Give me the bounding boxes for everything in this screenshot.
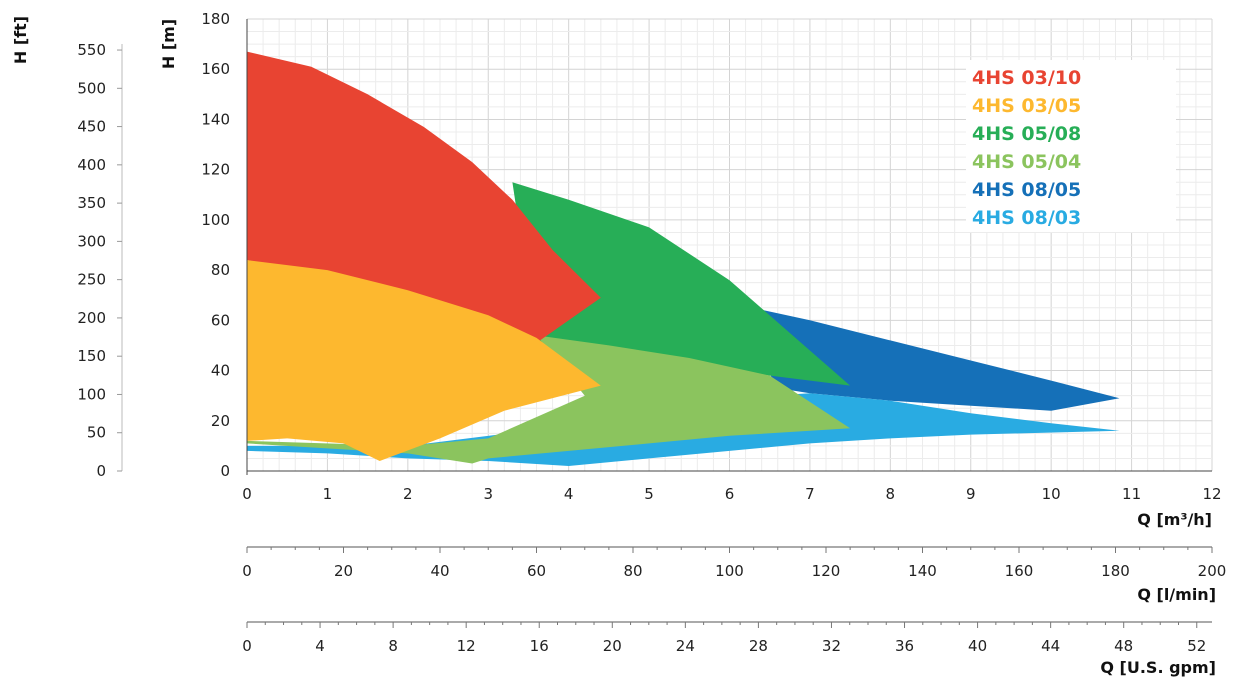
x-tick-label-gpm: 20 xyxy=(603,637,622,655)
x-tick-label-gpm: 12 xyxy=(457,637,476,655)
y-axis-title-feet: H [ft] xyxy=(11,16,30,64)
legend-item: 4HS 08/05 xyxy=(972,179,1081,201)
x-tick-label-gpm: 24 xyxy=(676,637,695,655)
x-tick-label-gpm: 36 xyxy=(895,637,914,655)
y-tick-label-ft: 450 xyxy=(77,118,106,136)
y-tick-label-ft: 50 xyxy=(87,424,106,442)
legend-item: 4HS 03/05 xyxy=(972,95,1081,117)
x-tick-label-lmin: 100 xyxy=(715,562,744,580)
x-tick-label-m3h: 3 xyxy=(483,485,493,503)
curve-area-4hs-03-10 xyxy=(247,51,601,343)
y-tick-label-m: 100 xyxy=(201,211,230,229)
y-tick-label-m: 180 xyxy=(201,10,230,28)
x-tick-label-gpm: 4 xyxy=(315,637,325,655)
y-tick-label-m: 160 xyxy=(201,60,230,78)
y-tick-label-ft: 0 xyxy=(96,462,106,480)
x-tick-label-gpm: 40 xyxy=(968,637,987,655)
y-tick-label-ft: 250 xyxy=(77,271,106,289)
x-tick-label-gpm: 32 xyxy=(822,637,841,655)
y-tick-label-m: 60 xyxy=(211,311,230,329)
legend-item: 4HS 03/10 xyxy=(972,67,1081,89)
x-tick-label-m3h: 4 xyxy=(564,485,574,503)
x-tick-label-m3h: 2 xyxy=(403,485,413,503)
y-tick-label-m: 20 xyxy=(211,412,230,430)
x-tick-label-gpm: 44 xyxy=(1041,637,1060,655)
x-tick-label-m3h: 8 xyxy=(886,485,896,503)
x-tick-label-lmin: 80 xyxy=(623,562,642,580)
y-tick-label-ft: 150 xyxy=(77,347,106,365)
y-tick-label-ft: 400 xyxy=(77,156,106,174)
x-tick-label-lmin: 180 xyxy=(1101,562,1130,580)
curve-area-4hs-03-05 xyxy=(247,260,601,461)
curve-area-4hs-05-04 xyxy=(247,335,851,464)
x-tick-label-m3h: 12 xyxy=(1202,485,1221,503)
x-tick-label-lmin: 120 xyxy=(812,562,841,580)
x-tick-label-gpm: 52 xyxy=(1187,637,1206,655)
x-tick-label-m3h: 10 xyxy=(1042,485,1061,503)
y-tick-label-m: 80 xyxy=(211,261,230,279)
curve-area-4hs-05-08 xyxy=(512,182,851,386)
x-axis-title-m3h: Q [m³/h] xyxy=(1137,510,1212,529)
y-tick-label-m: 120 xyxy=(201,161,230,179)
x-axis-title-lmin: Q [l/min] xyxy=(1137,585,1216,604)
legend-item: 4HS 08/03 xyxy=(972,207,1081,229)
y-tick-label-ft: 550 xyxy=(77,41,106,59)
x-tick-label-m3h: 1 xyxy=(323,485,333,503)
x-tick-label-m3h: 9 xyxy=(966,485,976,503)
tick-labels: 0204060801001201401601800501001502002503… xyxy=(77,10,1226,655)
x-tick-label-m3h: 11 xyxy=(1122,485,1141,503)
y-tick-label-m: 40 xyxy=(211,362,230,380)
y-tick-label-m: 0 xyxy=(220,462,230,480)
y-tick-label-ft: 200 xyxy=(77,309,106,327)
y-tick-label-ft: 500 xyxy=(77,79,106,97)
y-tick-label-m: 140 xyxy=(201,110,230,128)
x-tick-label-lmin: 60 xyxy=(527,562,546,580)
chart-axes xyxy=(117,19,1213,628)
x-tick-label-m3h: 7 xyxy=(805,485,815,503)
legend-item: 4HS 05/08 xyxy=(972,123,1081,145)
x-tick-label-gpm: 16 xyxy=(530,637,549,655)
x-tick-label-lmin: 0 xyxy=(242,562,252,580)
x-axis-title-gpm: Q [U.S. gpm] xyxy=(1100,658,1216,677)
x-tick-label-lmin: 20 xyxy=(334,562,353,580)
legend-item: 4HS 05/04 xyxy=(972,151,1081,173)
x-tick-label-m3h: 0 xyxy=(242,485,252,503)
pump-curve-areas xyxy=(247,51,1120,466)
x-tick-label-gpm: 0 xyxy=(242,637,252,655)
x-tick-label-lmin: 40 xyxy=(430,562,449,580)
x-tick-label-lmin: 200 xyxy=(1198,562,1227,580)
x-tick-label-lmin: 140 xyxy=(908,562,937,580)
y-tick-label-ft: 350 xyxy=(77,194,106,212)
y-tick-label-ft: 100 xyxy=(77,385,106,403)
chart-legend: 4HS 03/10 4HS 03/05 4HS 05/08 4HS 05/04 4HS … xyxy=(966,60,1176,232)
y-axis-title-meters: H [m] xyxy=(159,19,178,69)
legend-background xyxy=(966,60,1176,232)
x-tick-label-m3h: 6 xyxy=(725,485,735,503)
x-tick-label-gpm: 28 xyxy=(749,637,768,655)
x-tick-label-lmin: 160 xyxy=(1005,562,1034,580)
x-tick-label-m3h: 5 xyxy=(644,485,654,503)
x-tick-label-gpm: 8 xyxy=(388,637,398,655)
y-tick-label-ft: 300 xyxy=(77,232,106,250)
x-tick-label-gpm: 48 xyxy=(1114,637,1133,655)
curve-area-4hs-08-05 xyxy=(729,302,1120,411)
